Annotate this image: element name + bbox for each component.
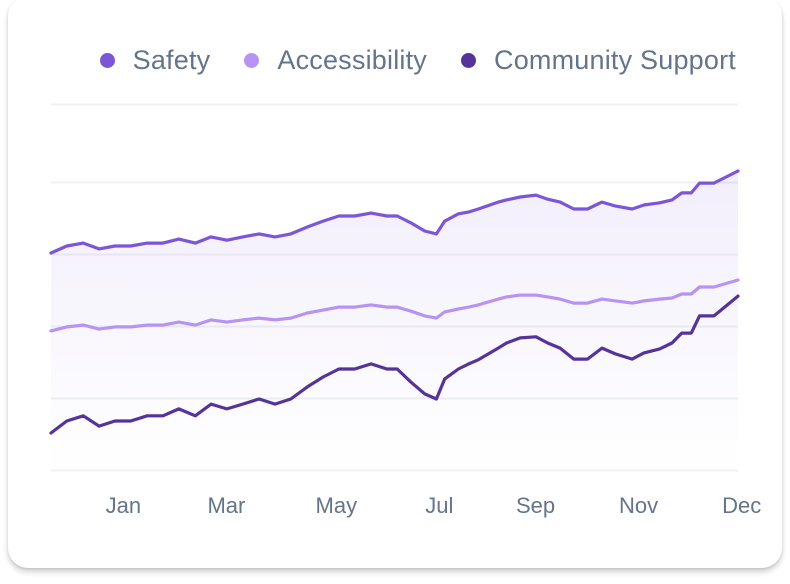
legend-label-safety: Safety (132, 44, 211, 75)
legend-item-community-support[interactable]: Community Support (461, 45, 736, 76)
legend-dot-safety-icon (99, 52, 115, 68)
legend-item-safety[interactable]: Safety (99, 44, 211, 76)
x-axis-ticks: Jan Mar May Jul Sep Nov Dec (106, 493, 762, 518)
legend-label-community-support: Community Support (494, 44, 736, 75)
x-tick-label-sep: Sep (516, 493, 555, 518)
x-tick-label-mar: Mar (207, 493, 245, 518)
x-tick-label-jan: Jan (106, 493, 141, 518)
line-safety[interactable] (49, 169, 740, 255)
legend-dot-accessibility-icon (244, 52, 260, 68)
series-lines (49, 169, 740, 435)
legend-label-accessibility: Accessibility (277, 44, 427, 75)
line-community-support[interactable] (49, 294, 740, 435)
legend-item-accessibility[interactable]: Accessibility (244, 45, 427, 76)
x-tick-label-may: May (316, 493, 358, 518)
area-safety (51, 171, 738, 470)
line-accessibility[interactable] (49, 278, 740, 333)
x-tick-label-jul: Jul (425, 493, 453, 518)
area-fills (51, 171, 738, 470)
chart-legend: Safety Accessibility Community Support (78, 43, 736, 77)
x-tick-label-nov: Nov (619, 493, 658, 518)
legend-dot-community-support-icon (461, 52, 476, 68)
x-tick-label-dec: Dec (722, 493, 761, 518)
